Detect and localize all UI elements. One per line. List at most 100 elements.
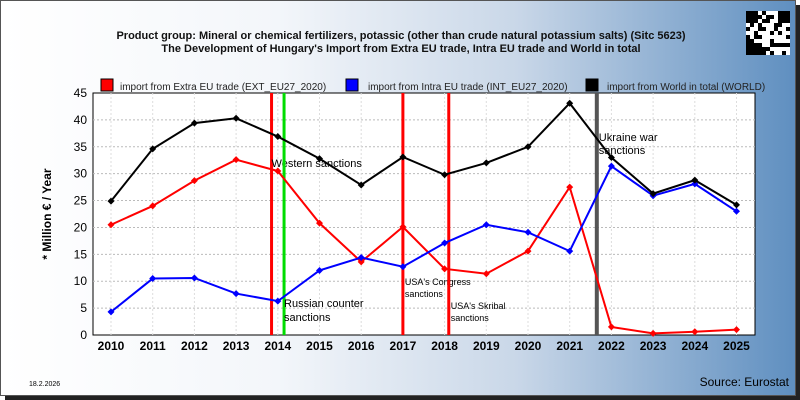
- data-point: [274, 133, 282, 141]
- y-tick-label: 30: [74, 167, 88, 181]
- data-point: [399, 223, 407, 231]
- x-tick-label: 2021: [556, 339, 583, 353]
- data-point: [607, 323, 615, 331]
- x-tick-labels: 2010 2011 2012 2013 2014 2015 2016 2017 2018 2019…: [98, 339, 751, 353]
- data-point: [566, 99, 574, 107]
- series-lines: [107, 99, 740, 337]
- legend-swatch-world: [585, 78, 599, 92]
- legend: import from Extra EU trade (EXT_EU27_202…: [100, 78, 765, 93]
- y-tick-label: 0: [80, 328, 87, 342]
- x-tick-label: 2024: [681, 339, 708, 353]
- series-line: [110, 164, 738, 313]
- event-markers: Western sanctions Russian counter sanction…: [270, 93, 658, 335]
- source-label: Source: Eurostat: [700, 375, 790, 389]
- x-tick-label: 2011: [140, 339, 166, 353]
- data-point: [232, 156, 240, 164]
- data-point: [149, 275, 157, 283]
- data-point: [524, 143, 532, 151]
- x-tick-label: 2017: [390, 339, 417, 353]
- x-tick-label: 2023: [640, 339, 667, 353]
- data-point: [357, 254, 365, 262]
- event-label: sanctions: [599, 145, 646, 157]
- data-point: [399, 263, 407, 271]
- y-axis-label: * Million € / Year: [40, 168, 54, 259]
- event-label: sanctions: [451, 313, 490, 323]
- data-point: [274, 167, 282, 175]
- data-point: [441, 239, 449, 247]
- data-point: [482, 159, 490, 167]
- data-point: [733, 207, 740, 215]
- data-point: [316, 266, 323, 274]
- legend-swatch-extra-eu: [100, 78, 114, 92]
- event-label: Russian counter: [284, 298, 364, 310]
- data-point: [441, 265, 449, 273]
- y-tick-label: 20: [74, 220, 88, 234]
- data-point: [399, 153, 407, 161]
- x-tick-label: 2020: [515, 339, 542, 353]
- legend-item-intra-eu: import from Intra EU trade (INT_EU27_202…: [345, 78, 568, 93]
- plot-area: [92, 92, 756, 336]
- data-point: [149, 202, 157, 210]
- y-tick-labels: 0 5 10 15 20 25 30 35 40 45: [74, 86, 88, 342]
- data-point: [316, 219, 323, 227]
- data-point: [107, 197, 115, 205]
- data-point: [607, 154, 615, 162]
- x-tick-label: 2015: [306, 339, 333, 353]
- chart-canvas: Product group: Mineral or chemical ferti…: [29, 11, 790, 389]
- y-tick-label: 35: [74, 140, 88, 154]
- date-label: 18.2.2026: [29, 381, 60, 388]
- data-point: [149, 145, 157, 153]
- event-label: USA's Congress: [405, 277, 471, 287]
- legend-label-world: import from World in total (WORLD): [607, 82, 765, 93]
- y-tick-label: 10: [74, 274, 88, 288]
- data-point: [733, 326, 740, 334]
- x-tick-label: 2022: [598, 339, 625, 353]
- y-tick-label: 15: [74, 247, 88, 261]
- data-point: [733, 201, 740, 209]
- data-point: [524, 228, 532, 236]
- event-label: Ukraine war: [599, 132, 658, 144]
- chart-subtitle: The Development of Hungary's Import from…: [161, 43, 640, 55]
- y-tick-label: 25: [74, 194, 88, 208]
- x-tick-label: 2013: [223, 339, 250, 353]
- data-point: [482, 221, 490, 229]
- data-point: [649, 329, 657, 337]
- y-tick-label: 5: [80, 301, 87, 315]
- data-point: [316, 155, 323, 163]
- data-point: [566, 183, 574, 191]
- event-label: USA's Skribal: [451, 301, 506, 311]
- data-point: [691, 328, 699, 336]
- data-point: [649, 190, 657, 198]
- event-label: sanctions: [405, 289, 444, 299]
- data-point: [232, 290, 240, 298]
- y-tick-label: 40: [74, 113, 88, 127]
- data-point: [566, 247, 574, 255]
- data-point: [190, 274, 198, 282]
- series-line: [110, 158, 737, 335]
- data-point: [482, 270, 490, 278]
- x-tick-label: 2012: [181, 339, 208, 353]
- data-point: [274, 297, 282, 305]
- event-label: sanctions: [284, 312, 331, 324]
- event-label: Western sanctions: [272, 158, 363, 170]
- x-tick-label: 2025: [723, 339, 750, 353]
- data-point: [524, 247, 532, 255]
- data-point: [607, 162, 615, 170]
- data-point: [691, 176, 699, 184]
- legend-item-world: import from World in total (WORLD): [585, 78, 765, 93]
- data-point: [357, 181, 365, 189]
- legend-label-intra-eu: import from Intra EU trade (INT_EU27_202…: [368, 82, 568, 93]
- y-tick-label: 45: [74, 86, 88, 100]
- x-tick-label: 2019: [473, 339, 500, 353]
- data-point: [107, 308, 115, 316]
- data-point: [190, 177, 198, 185]
- legend-swatch-intra-eu: [345, 78, 359, 92]
- series-line: [110, 101, 738, 206]
- legend-item-extra-eu: import from Extra EU trade (EXT_EU27_202…: [100, 78, 326, 93]
- x-tick-label: 2014: [264, 339, 291, 353]
- chart-title: Product group: Mineral or chemical ferti…: [116, 30, 685, 42]
- qr-code-icon: [746, 11, 790, 55]
- legend-label-extra-eu: import from Extra EU trade (EXT_EU27_202…: [120, 82, 326, 93]
- x-tick-label: 2010: [98, 339, 125, 353]
